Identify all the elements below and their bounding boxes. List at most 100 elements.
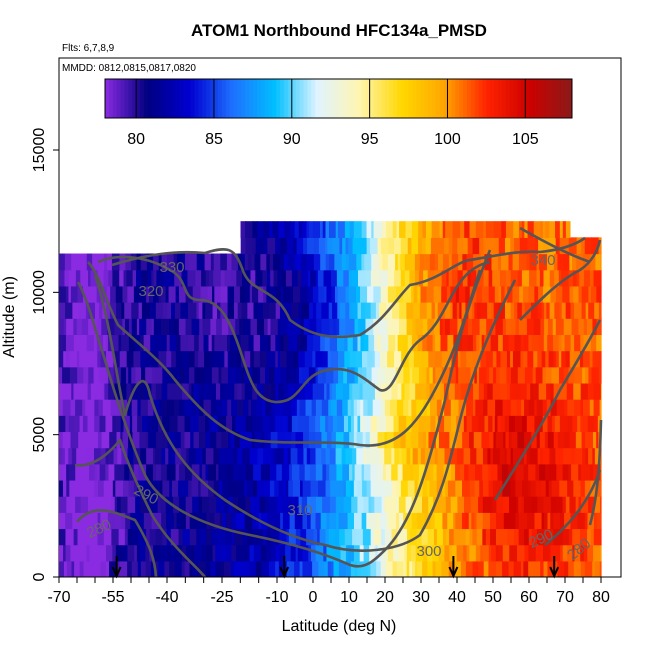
heatmap-cell	[361, 350, 368, 368]
colorbar-segment	[245, 79, 250, 118]
heatmap-cell	[445, 431, 450, 449]
heatmap-cell	[248, 366, 253, 384]
heatmap-cell	[250, 399, 257, 416]
heatmap-cell	[388, 382, 392, 400]
heatmap-cell	[333, 366, 339, 384]
heatmap-cell	[153, 269, 158, 287]
heatmap-cell	[351, 496, 359, 513]
heatmap-cell	[492, 269, 501, 287]
heatmap-cell	[596, 318, 602, 335]
heatmap-cell	[444, 415, 452, 433]
heatmap-cell	[239, 431, 249, 449]
heatmap-cell	[436, 237, 445, 255]
heatmap-cell	[379, 415, 387, 433]
heatmap-cell	[444, 399, 452, 416]
heatmap-cell	[562, 496, 567, 513]
heatmap-cell	[307, 512, 312, 530]
heatmap-cell	[446, 528, 450, 546]
colorbar-segment	[408, 79, 413, 118]
heatmap-cell	[261, 512, 268, 530]
heatmap-cell	[387, 544, 394, 562]
heatmap-cell	[250, 269, 256, 287]
heatmap-cell	[542, 221, 546, 238]
heatmap-cell	[523, 560, 529, 577]
heatmap-cell	[306, 528, 315, 546]
heatmap-cell	[122, 285, 128, 303]
heatmap-cell	[326, 431, 333, 449]
heatmap-cell	[120, 366, 127, 384]
heatmap-cell	[452, 544, 458, 562]
heatmap-cell	[412, 269, 416, 287]
heatmap-cell	[492, 496, 497, 513]
heatmap-cell	[359, 544, 365, 562]
heatmap-cell	[552, 447, 556, 465]
heatmap-cell	[235, 544, 244, 562]
heatmap-cell	[518, 253, 524, 271]
heatmap-cell	[85, 431, 91, 449]
heatmap-cell	[422, 318, 428, 335]
heatmap-cell	[374, 382, 382, 400]
heatmap-cell	[203, 399, 212, 416]
heatmap-cell	[425, 237, 432, 255]
colorbar-segment	[556, 79, 561, 118]
heatmap-cell	[450, 463, 456, 481]
heatmap-cell	[442, 479, 446, 497]
heatmap-cell	[549, 269, 555, 287]
heatmap-cell	[517, 269, 523, 287]
heatmap-cell	[66, 463, 70, 481]
heatmap-cell	[214, 334, 221, 352]
heatmap-cell	[382, 544, 389, 562]
contour-310	[76, 249, 492, 568]
heatmap-cell	[309, 560, 313, 577]
heatmap-cell	[62, 382, 66, 400]
colorbar-segment	[105, 79, 110, 118]
heatmap-cell	[188, 302, 191, 319]
heatmap-cell	[216, 382, 221, 400]
heatmap-cell	[455, 366, 459, 384]
heatmap-cell	[246, 463, 254, 481]
heatmap-cell	[407, 237, 412, 255]
contour-330	[97, 255, 491, 404]
heatmap-cell	[505, 431, 510, 449]
heatmap-cell	[348, 285, 357, 303]
heatmap-cell	[315, 496, 323, 513]
colorbar-frame	[104, 78, 573, 119]
heatmap-cell	[211, 528, 220, 546]
heatmap-cell	[592, 350, 596, 368]
heatmap-cell	[361, 512, 367, 530]
heatmap-cell	[472, 334, 477, 352]
heatmap-cell	[264, 479, 271, 497]
heatmap-cell	[448, 269, 453, 287]
heatmap-cell	[422, 237, 427, 255]
heatmap-cell	[547, 544, 552, 562]
heatmap-cell	[510, 399, 518, 416]
heatmap-cell	[279, 528, 283, 546]
heatmap-cell	[583, 318, 588, 335]
heatmap-cell	[247, 544, 251, 562]
heatmap-cell	[594, 496, 601, 513]
heatmap-cell	[310, 479, 319, 497]
heatmap-cell	[97, 350, 102, 368]
heatmap-cell	[296, 253, 302, 271]
heatmap-cell	[160, 496, 167, 513]
heatmap-cell	[434, 269, 443, 287]
heatmap-cell	[315, 463, 324, 481]
heatmap-cell	[580, 496, 589, 513]
heatmap-cell	[255, 269, 264, 287]
heatmap-cell	[565, 302, 572, 319]
heatmap-cell	[406, 560, 410, 577]
heatmap-cell	[596, 285, 602, 303]
heatmap-cell	[455, 512, 463, 530]
heatmap-cell	[345, 302, 350, 319]
heatmap-cell	[421, 528, 429, 546]
heatmap-cell	[470, 496, 479, 513]
heatmap-cell	[543, 528, 552, 546]
heatmap-cell	[184, 431, 191, 449]
heatmap-cell	[374, 496, 383, 513]
colorbar-segment	[326, 79, 332, 118]
heatmap-cell	[510, 447, 514, 465]
heatmap-cell	[80, 463, 85, 481]
heatmap-cell	[102, 399, 112, 416]
heatmap-cell	[370, 415, 377, 433]
heatmap-cell	[503, 221, 507, 238]
